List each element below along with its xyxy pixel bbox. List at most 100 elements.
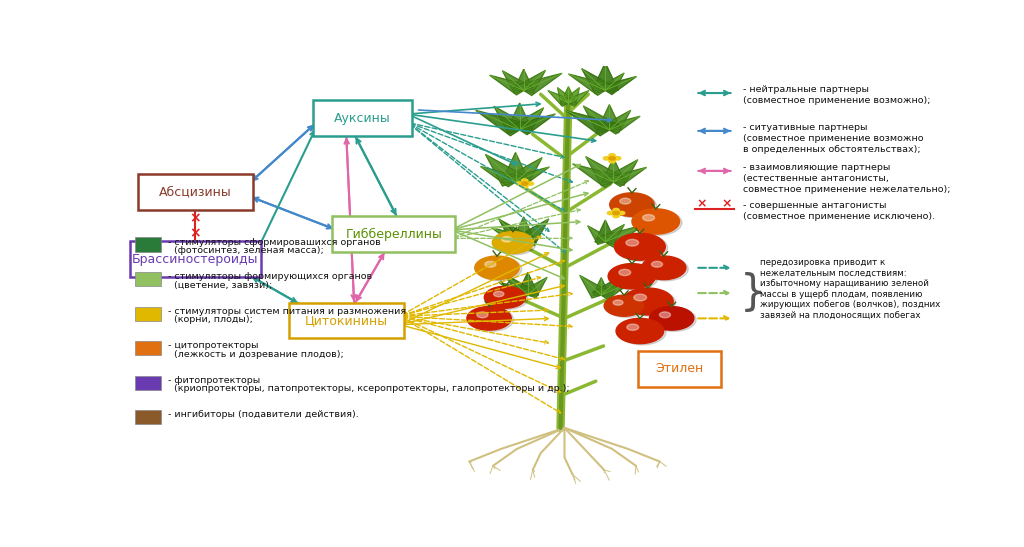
Text: Ауксины: Ауксины <box>334 112 390 125</box>
Text: Абсцизины: Абсцизины <box>159 185 231 199</box>
Polygon shape <box>471 162 524 188</box>
Polygon shape <box>558 88 575 105</box>
Text: - фитопротекторы: - фитопротекторы <box>168 376 260 385</box>
Text: Брассиностероиды: Брассиностероиды <box>132 253 259 266</box>
Text: (криопротекторы, патопротекторы, ксеропротекторы, галопротекторы и др.);: (криопротекторы, патопротекторы, ксеропр… <box>168 384 569 393</box>
Text: ×: × <box>189 226 202 240</box>
Text: - совершенные антагонисты: - совершенные антагонисты <box>743 201 887 210</box>
Polygon shape <box>594 65 617 90</box>
FancyBboxPatch shape <box>312 101 412 136</box>
Polygon shape <box>598 75 640 95</box>
Text: - цитопротекторы: - цитопротекторы <box>168 341 258 350</box>
Polygon shape <box>578 274 611 298</box>
Text: Этилен: Этилен <box>655 363 703 375</box>
Circle shape <box>495 233 536 255</box>
Text: (фотосинтез, зеленая масса);: (фотосинтез, зеленая масса); <box>168 246 324 255</box>
Circle shape <box>493 231 534 253</box>
Polygon shape <box>561 88 580 105</box>
Text: - ситуативные партнеры: - ситуативные партнеры <box>743 123 867 132</box>
Text: (совместное применение исключено).: (совместное применение исключено). <box>743 212 935 221</box>
Polygon shape <box>502 154 529 182</box>
Polygon shape <box>501 222 534 245</box>
Circle shape <box>521 182 528 185</box>
Polygon shape <box>560 86 577 103</box>
Polygon shape <box>591 274 611 295</box>
Circle shape <box>632 209 680 234</box>
Circle shape <box>634 210 682 235</box>
Polygon shape <box>485 225 531 247</box>
Circle shape <box>613 214 620 218</box>
Polygon shape <box>513 218 535 242</box>
Circle shape <box>469 308 514 331</box>
Polygon shape <box>517 75 557 95</box>
Circle shape <box>467 306 511 330</box>
Circle shape <box>609 154 615 157</box>
Text: ×: × <box>696 197 707 210</box>
Circle shape <box>659 312 671 318</box>
Polygon shape <box>596 283 628 299</box>
Circle shape <box>502 236 512 242</box>
Text: (совместное применение возможно: (совместное применение возможно <box>743 134 924 143</box>
Polygon shape <box>594 67 631 94</box>
Circle shape <box>613 208 620 212</box>
Text: - взаимовлияющие партнеры: - взаимовлияющие партнеры <box>743 163 891 172</box>
Circle shape <box>607 211 613 215</box>
Polygon shape <box>567 74 613 95</box>
Text: ×: × <box>189 212 202 225</box>
Circle shape <box>521 185 528 188</box>
Polygon shape <box>494 162 524 185</box>
Circle shape <box>651 261 663 267</box>
Circle shape <box>608 264 655 289</box>
Polygon shape <box>498 282 535 299</box>
Polygon shape <box>602 159 639 185</box>
Text: Гиббереллины: Гиббереллины <box>345 228 442 241</box>
Circle shape <box>613 211 620 215</box>
Polygon shape <box>509 107 530 130</box>
Circle shape <box>623 288 673 315</box>
Circle shape <box>603 156 609 160</box>
Polygon shape <box>596 101 624 130</box>
Circle shape <box>484 261 496 267</box>
Circle shape <box>614 156 621 160</box>
Circle shape <box>609 160 615 163</box>
Circle shape <box>477 312 488 318</box>
Circle shape <box>651 308 696 331</box>
Text: - стимуляторы сформировашихся органов: - стимуляторы сформировашихся органов <box>168 237 381 247</box>
Text: (корни, плоды);: (корни, плоды); <box>168 315 253 324</box>
Circle shape <box>641 256 686 280</box>
Text: в определенных обстоятельствах);: в определенных обстоятельствах); <box>743 145 921 154</box>
Polygon shape <box>505 73 531 93</box>
Polygon shape <box>574 114 616 135</box>
Polygon shape <box>589 159 625 185</box>
Circle shape <box>616 235 668 261</box>
Polygon shape <box>595 221 615 242</box>
Polygon shape <box>562 91 589 106</box>
Circle shape <box>613 300 623 305</box>
FancyBboxPatch shape <box>130 241 261 277</box>
FancyBboxPatch shape <box>135 376 161 390</box>
Circle shape <box>625 289 676 316</box>
Text: совместное применение нежелательно);: совместное применение нежелательно); <box>743 185 950 194</box>
FancyBboxPatch shape <box>135 410 161 424</box>
Polygon shape <box>598 150 629 182</box>
Text: }: } <box>740 272 766 314</box>
Polygon shape <box>585 223 614 245</box>
Polygon shape <box>548 91 574 106</box>
Polygon shape <box>515 224 544 245</box>
Text: передозировка приводит к
нежелательным последствиям:
избыточному наращиванию зел: передозировка приводит к нежелательным п… <box>760 258 940 319</box>
FancyBboxPatch shape <box>135 341 161 356</box>
Polygon shape <box>592 276 623 298</box>
Circle shape <box>516 182 522 185</box>
Circle shape <box>649 306 694 330</box>
FancyBboxPatch shape <box>333 216 456 252</box>
FancyBboxPatch shape <box>638 351 721 387</box>
Circle shape <box>644 257 688 281</box>
Polygon shape <box>484 73 531 96</box>
Circle shape <box>616 318 664 344</box>
Circle shape <box>634 294 646 301</box>
Circle shape <box>626 240 639 246</box>
Polygon shape <box>600 110 631 133</box>
Polygon shape <box>581 104 622 133</box>
Circle shape <box>521 179 528 182</box>
FancyBboxPatch shape <box>135 237 161 252</box>
